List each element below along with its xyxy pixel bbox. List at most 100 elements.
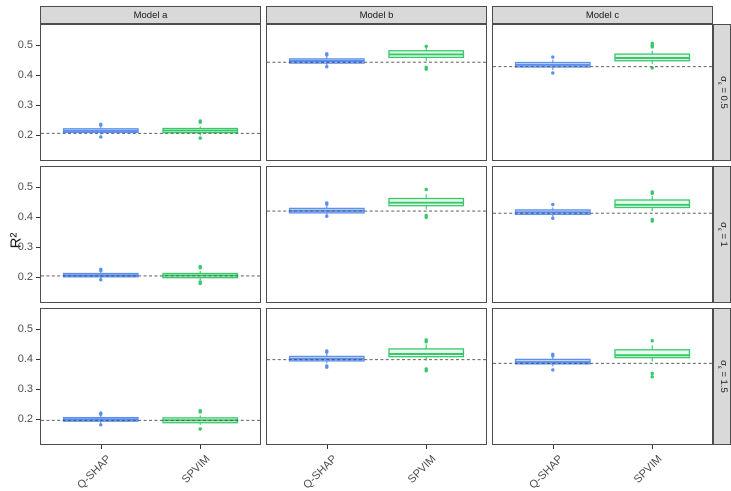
- row-facet-strip-3: σε = 1.5: [713, 308, 731, 445]
- y-tick-label: 0.5: [17, 38, 33, 51]
- boxplot-spvim: [388, 44, 465, 71]
- outlier-point: [551, 216, 555, 220]
- x-tick-mark: [652, 445, 654, 449]
- y-tick-mark: [36, 105, 40, 107]
- x-category-label: SPVIM: [631, 453, 665, 486]
- x-category-label: SPVIM: [405, 453, 439, 486]
- panel-row3-col3: [492, 308, 713, 445]
- boxplot-spvim: [614, 41, 691, 70]
- outlier-point: [551, 354, 555, 358]
- boxplot-q-shap: [288, 52, 365, 69]
- y-tick-mark: [36, 419, 40, 421]
- boxplot-q-shap: [514, 55, 591, 75]
- outlier-point: [325, 214, 329, 218]
- x-tick-mark: [426, 445, 428, 449]
- y-tick-mark: [36, 277, 40, 279]
- panel-row1-col2: [266, 24, 487, 161]
- col-facet-label: Model b: [359, 9, 394, 21]
- boxplot-spvim: [614, 339, 691, 379]
- y-tick-mark: [36, 217, 40, 219]
- panel-row2-col2: [266, 166, 487, 303]
- outlier-point: [325, 350, 329, 354]
- iqr-box: [614, 199, 691, 209]
- outlier-point: [325, 365, 329, 369]
- outlier-point: [650, 339, 654, 343]
- y-tick-label: 0.4: [17, 68, 33, 81]
- y-tick-label: 0.2: [17, 412, 33, 425]
- outlier-point: [198, 136, 202, 140]
- boxplot-spvim: [388, 338, 465, 373]
- x-tick-mark: [100, 445, 102, 449]
- outlier-point: [99, 123, 103, 127]
- panel-canvas: [493, 339, 712, 379]
- panel-canvas: [267, 44, 486, 71]
- y-tick-label: 0.4: [17, 210, 33, 223]
- panel-row1-col1: [40, 24, 261, 161]
- outlier-point: [650, 45, 654, 49]
- row-facet-label: σε = 1.5: [715, 360, 729, 393]
- outlier-point: [551, 55, 555, 59]
- outlier-point: [551, 368, 555, 372]
- outlier-point: [424, 215, 428, 220]
- boxplot-spvim: [162, 119, 239, 140]
- y-tick-label: 0.3: [17, 382, 33, 395]
- boxplot-q-shap: [288, 349, 365, 369]
- outlier-point: [99, 412, 103, 416]
- boxplot-q-shap: [62, 267, 139, 282]
- outlier-point: [424, 369, 428, 373]
- y-tick-label: 0.4: [17, 352, 33, 365]
- outlier-point: [198, 120, 202, 124]
- boxplot-spvim: [388, 187, 465, 220]
- outlier-point: [325, 202, 329, 206]
- panel-row1-col3: [492, 24, 713, 161]
- y-tick-mark: [36, 187, 40, 189]
- panel-canvas: [267, 187, 486, 220]
- panel-row3-col2: [266, 308, 487, 445]
- panel-row3-col1: [40, 308, 261, 445]
- panel-canvas: [493, 190, 712, 223]
- y-tick-mark: [36, 45, 40, 47]
- row-facet-strip-1: σε = 0.5: [713, 24, 731, 161]
- y-tick-label: 0.5: [17, 180, 33, 193]
- outlier-point: [198, 410, 202, 414]
- y-tick-mark: [36, 329, 40, 331]
- boxplot-q-shap: [62, 411, 139, 427]
- y-tick-mark: [36, 359, 40, 361]
- outlier-point: [551, 71, 555, 75]
- panel-canvas: [41, 409, 260, 431]
- col-facet-strip-1: Model a: [40, 6, 261, 24]
- outlier-point: [650, 375, 654, 379]
- col-facet-strip-2: Model b: [266, 6, 487, 24]
- y-tick-label: 0.2: [17, 128, 33, 141]
- panel-row2-col1: [40, 166, 261, 303]
- outlier-point: [424, 67, 428, 71]
- iqr-box: [614, 349, 691, 359]
- outlier-point: [99, 278, 103, 282]
- x-tick-mark: [326, 445, 328, 449]
- panel-canvas: [267, 338, 486, 373]
- outlier-point: [99, 268, 103, 273]
- outlier-point: [650, 371, 654, 376]
- y-tick-mark: [36, 135, 40, 137]
- col-facet-strip-3: Model c: [492, 6, 713, 24]
- outlier-point: [198, 266, 202, 270]
- y-tick-mark: [36, 247, 40, 249]
- col-facet-label: Model a: [133, 9, 168, 21]
- boxplot-q-shap: [514, 352, 591, 372]
- x-category-label: Q-SHAP: [526, 453, 566, 491]
- outlier-point: [325, 53, 329, 57]
- panel-canvas: [493, 41, 712, 75]
- outlier-point: [424, 187, 428, 192]
- x-category-label: SPVIM: [179, 453, 213, 486]
- panel-canvas: [41, 264, 260, 286]
- x-tick-mark: [200, 445, 202, 449]
- y-tick-label: 0.2: [17, 270, 33, 283]
- panel-canvas: [41, 119, 260, 140]
- outlier-point: [99, 135, 103, 139]
- panel-row2-col3: [492, 166, 713, 303]
- boxplot-q-shap: [62, 122, 139, 139]
- outlier-point: [650, 219, 654, 223]
- y-tick-label: 0.5: [17, 322, 33, 335]
- outlier-point: [325, 65, 329, 69]
